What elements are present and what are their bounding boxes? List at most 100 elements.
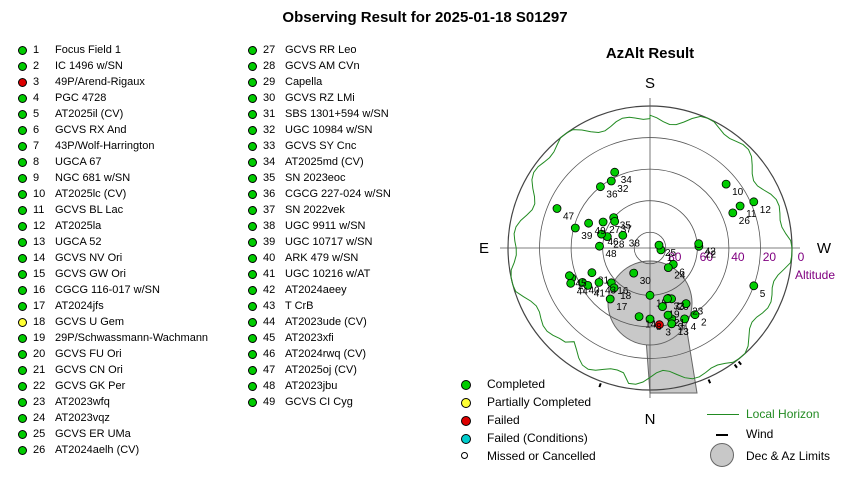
target-name: AT2024aeey: [285, 284, 347, 296]
target-number: 44: [263, 316, 276, 328]
target-number: 7: [33, 140, 40, 152]
target-point-label: 44: [577, 286, 589, 297]
target-point: [610, 167, 620, 177]
target-list-item: 34 AT2025md (CV): [248, 156, 448, 172]
target-point: [645, 314, 655, 324]
target-point: [606, 176, 616, 186]
legend-marker: [461, 380, 471, 390]
target-name: GCVS GW Ori: [55, 268, 126, 280]
target-point-label: 10: [732, 187, 744, 198]
legend-label: Failed: [487, 413, 520, 427]
status-dot: [18, 318, 27, 327]
target-name: UGCA 67: [55, 156, 102, 168]
target-number: 5: [33, 108, 40, 120]
target-point-label: 36: [606, 190, 618, 201]
target-name: GCVS BL Lac: [55, 204, 124, 216]
target-list-item: 28 GCVS AM CVn: [248, 60, 448, 76]
target-number: 4: [33, 92, 40, 104]
legend-label: Local Horizon: [746, 407, 820, 421]
target-name: GCVS FU Ori: [55, 348, 122, 360]
status-dot: [248, 222, 257, 231]
target-list-item: 44 AT2023ude (CV): [248, 316, 448, 332]
legend-horizon-line: [707, 414, 739, 415]
target-name: SN 2022vek: [285, 204, 345, 216]
target-name: UGCA 52: [55, 236, 102, 248]
legend-limits-marker: [710, 443, 734, 467]
target-number: 35: [263, 172, 276, 184]
target-number: 12: [33, 220, 46, 232]
status-dot: [248, 94, 257, 103]
target-number: 32: [263, 124, 276, 136]
target-point: [552, 204, 562, 213]
target-point: [583, 280, 593, 290]
status-dot: [18, 430, 27, 439]
target-number: 37: [263, 204, 276, 216]
status-dot: [248, 254, 257, 263]
target-number: 20: [33, 348, 46, 360]
target-point: [721, 179, 731, 189]
target-list-item: 9 NGC 681 w/SN: [18, 172, 248, 188]
target-point-label: 8: [656, 322, 662, 333]
target-name: GCVS GK Per: [55, 380, 126, 392]
altitude-axis-label: Altitude: [795, 268, 835, 282]
status-dot: [18, 270, 27, 279]
status-dot: [18, 190, 27, 199]
target-name: GCVS RX And: [55, 124, 127, 136]
target-list-item: 11 GCVS BL Lac: [18, 204, 248, 220]
target-point-label: 2: [701, 318, 707, 329]
target-point: [587, 268, 597, 278]
target-name: SN 2023eoc: [285, 172, 346, 184]
status-dot: [18, 142, 27, 151]
target-number: 49: [263, 396, 276, 408]
target-number: 29: [263, 76, 276, 88]
target-number: 16: [33, 284, 46, 296]
target-point: [605, 294, 615, 304]
legend-label: Partially Completed: [487, 395, 592, 409]
wind-tick: [733, 363, 738, 369]
target-name: T CrB: [285, 300, 314, 312]
target-point: [565, 271, 574, 281]
target-point-label: 11: [746, 209, 757, 220]
target-list-item: 38 UGC 9911 w/SN: [248, 220, 448, 236]
legend-marker: [461, 452, 468, 459]
status-dot: [18, 446, 27, 455]
target-point: [658, 302, 667, 312]
target-number: 19: [33, 332, 46, 344]
target-list-item: 26 AT2024aelh (CV): [18, 444, 248, 460]
target-number: 30: [263, 92, 276, 104]
status-dot: [248, 110, 257, 119]
target-list-item: 45 AT2023xfi: [248, 332, 448, 348]
target-name: IC 1496 w/SN: [55, 60, 123, 72]
target-point: [596, 182, 605, 192]
target-point: [597, 229, 606, 239]
target-point-label: 4: [691, 322, 697, 333]
target-list-item: 6 GCVS RX And: [18, 124, 248, 140]
target-name: GCVS NV Ori: [55, 252, 123, 264]
target-name: 43P/Wolf-Harrington: [55, 140, 155, 152]
target-number: 1: [33, 44, 40, 56]
status-dot: [18, 286, 27, 295]
target-name: GCVS SY Cnc: [285, 140, 357, 152]
target-name: UGC 10984 w/SN: [285, 124, 373, 136]
target-number: 25: [33, 428, 46, 440]
target-point: [728, 208, 738, 218]
altitude-tick-label: 40: [731, 250, 745, 264]
status-dot: [18, 174, 27, 183]
target-point-label: 26: [739, 216, 751, 227]
altitude-tick-label: 60: [700, 250, 714, 264]
target-point: [663, 294, 672, 304]
target-point-label: 1: [667, 253, 673, 264]
target-point: [594, 277, 604, 287]
target-name: Focus Field 1: [55, 44, 122, 56]
target-name: UGC 10717 w/SN: [285, 236, 373, 248]
status-dot: [248, 190, 257, 199]
target-list-item: 4 PGC 4728: [18, 92, 248, 108]
status-dot: [248, 46, 257, 55]
target-number: 21: [33, 364, 46, 376]
target-name: GCVS U Gem: [55, 316, 125, 328]
target-point-label: 22: [705, 249, 717, 260]
target-list-item: 18 GCVS U Gem: [18, 316, 248, 332]
target-list-item: 33 GCVS SY Cnc: [248, 140, 448, 156]
target-name: ARK 479 w/SN: [285, 252, 359, 264]
status-dot: [248, 398, 257, 407]
